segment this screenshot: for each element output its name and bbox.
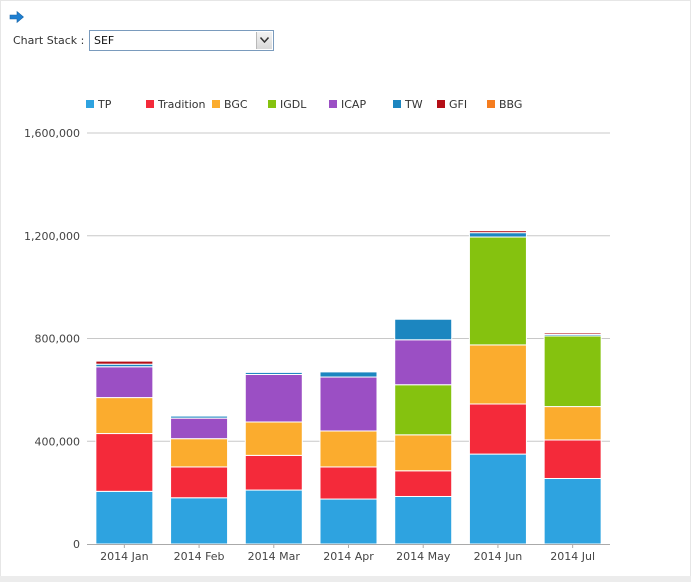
bar-segment-bgc-2[interactable] xyxy=(244,421,303,456)
bar-segment-bgc-6[interactable] xyxy=(543,406,602,441)
legend-item-icap[interactable]: ICAP xyxy=(329,98,366,111)
bar-segment-tradition-3[interactable] xyxy=(319,466,378,500)
bar-segment-gfi-0[interactable] xyxy=(95,360,154,365)
y-tick-label: 1,600,000 xyxy=(24,127,80,140)
legend-swatch xyxy=(329,100,337,108)
bar-segment-tp-4[interactable] xyxy=(394,495,453,545)
bar-segment-igdl-6[interactable] xyxy=(543,335,602,408)
legend-item-igdl[interactable]: IGDL xyxy=(268,98,307,111)
legend-label: IGDL xyxy=(280,98,307,111)
y-tick-label: 800,000 xyxy=(35,333,81,346)
legend-label: TP xyxy=(97,98,112,111)
bar-segment-icap-1[interactable] xyxy=(170,417,229,440)
bottom-scroll-strip xyxy=(0,576,691,582)
bar-segment-tradition-0[interactable] xyxy=(95,433,154,492)
bar-segment-gfi-6[interactable] xyxy=(543,332,602,335)
y-tick-label: 1,200,000 xyxy=(24,230,80,243)
bar-segment-tw-4[interactable] xyxy=(394,318,453,341)
bar-segment-tradition-4[interactable] xyxy=(394,470,453,497)
legend-label: BGC xyxy=(224,98,248,111)
bar-segment-tp-2[interactable] xyxy=(244,489,303,545)
chevron-down-icon[interactable] xyxy=(256,32,272,49)
chart-stack-select[interactable]: SEF xyxy=(89,30,274,51)
legend-swatch xyxy=(437,100,445,108)
bar-segment-tw-1[interactable] xyxy=(170,415,229,419)
x-tick-label: 2014 Jun xyxy=(474,550,523,563)
legend-label: TW xyxy=(404,98,423,111)
bar-segment-tw-5[interactable] xyxy=(468,232,527,238)
legend-label: ICAP xyxy=(341,98,366,111)
legend-label: GFI xyxy=(449,98,467,111)
x-tick-label: 2014 Mar xyxy=(248,550,301,563)
bar-segment-tradition-6[interactable] xyxy=(543,439,602,479)
y-tick-label: 400,000 xyxy=(35,435,81,448)
y-tick-label: 0 xyxy=(73,538,80,551)
x-tick-label: 2014 Feb xyxy=(174,550,225,563)
legend-label: Tradition xyxy=(157,98,206,111)
bar-segment-bgc-5[interactable] xyxy=(468,344,527,405)
legend-item-bgc[interactable]: BGC xyxy=(212,98,248,111)
legend-item-tradition[interactable]: Tradition xyxy=(146,98,206,111)
bar-segment-bbg-5[interactable] xyxy=(468,229,527,232)
bar-segment-tradition-5[interactable] xyxy=(468,403,527,455)
legend-item-bbg[interactable]: BBG xyxy=(487,98,522,111)
legend-swatch xyxy=(268,100,276,108)
x-tick-label: 2014 Apr xyxy=(323,550,374,563)
arrow-right-icon[interactable] xyxy=(9,9,25,25)
bar-segment-icap-2[interactable] xyxy=(244,373,303,423)
bar-segment-icap-4[interactable] xyxy=(394,339,453,386)
x-tick-label: 2014 May xyxy=(396,550,451,563)
legend-swatch xyxy=(393,100,401,108)
legend-item-gfi[interactable]: GFI xyxy=(437,98,467,111)
bar-segment-igdl-5[interactable] xyxy=(468,236,527,346)
bar-segment-icap-0[interactable] xyxy=(95,366,154,399)
bar-segment-tw-2[interactable] xyxy=(244,371,303,375)
bar-segment-tradition-1[interactable] xyxy=(170,466,229,499)
bar-segment-tp-6[interactable] xyxy=(543,477,602,545)
x-tick-label: 2014 Jul xyxy=(550,550,595,563)
bar-segment-bgc-1[interactable] xyxy=(170,438,229,468)
bar-segment-igdl-4[interactable] xyxy=(394,384,453,436)
bar-segment-bgc-0[interactable] xyxy=(95,397,154,435)
legend-swatch xyxy=(212,100,220,108)
bar-segment-tw-3[interactable] xyxy=(319,371,378,378)
legend-swatch xyxy=(86,100,94,108)
bar-segment-bgc-3[interactable] xyxy=(319,430,378,468)
bar-segment-icap-3[interactable] xyxy=(319,376,378,432)
legend-item-tp[interactable]: TP xyxy=(86,98,112,111)
legend-item-tw[interactable]: TW xyxy=(393,98,423,111)
bar-segment-tp-0[interactable] xyxy=(95,490,154,545)
chart-stack-label: Chart Stack : xyxy=(13,34,85,47)
bar-segment-tp-5[interactable] xyxy=(468,453,527,545)
legend-swatch xyxy=(146,100,154,108)
bar-segment-tp-3[interactable] xyxy=(319,498,378,545)
bar-segment-bgc-4[interactable] xyxy=(394,434,453,472)
bar-segment-tp-1[interactable] xyxy=(170,497,229,545)
x-tick-label: 2014 Jan xyxy=(100,550,148,563)
legend-swatch xyxy=(487,100,495,108)
chart-stack-select-value: SEF xyxy=(94,34,115,47)
legend-label: BBG xyxy=(499,98,522,111)
bar-segment-tradition-2[interactable] xyxy=(244,454,303,491)
